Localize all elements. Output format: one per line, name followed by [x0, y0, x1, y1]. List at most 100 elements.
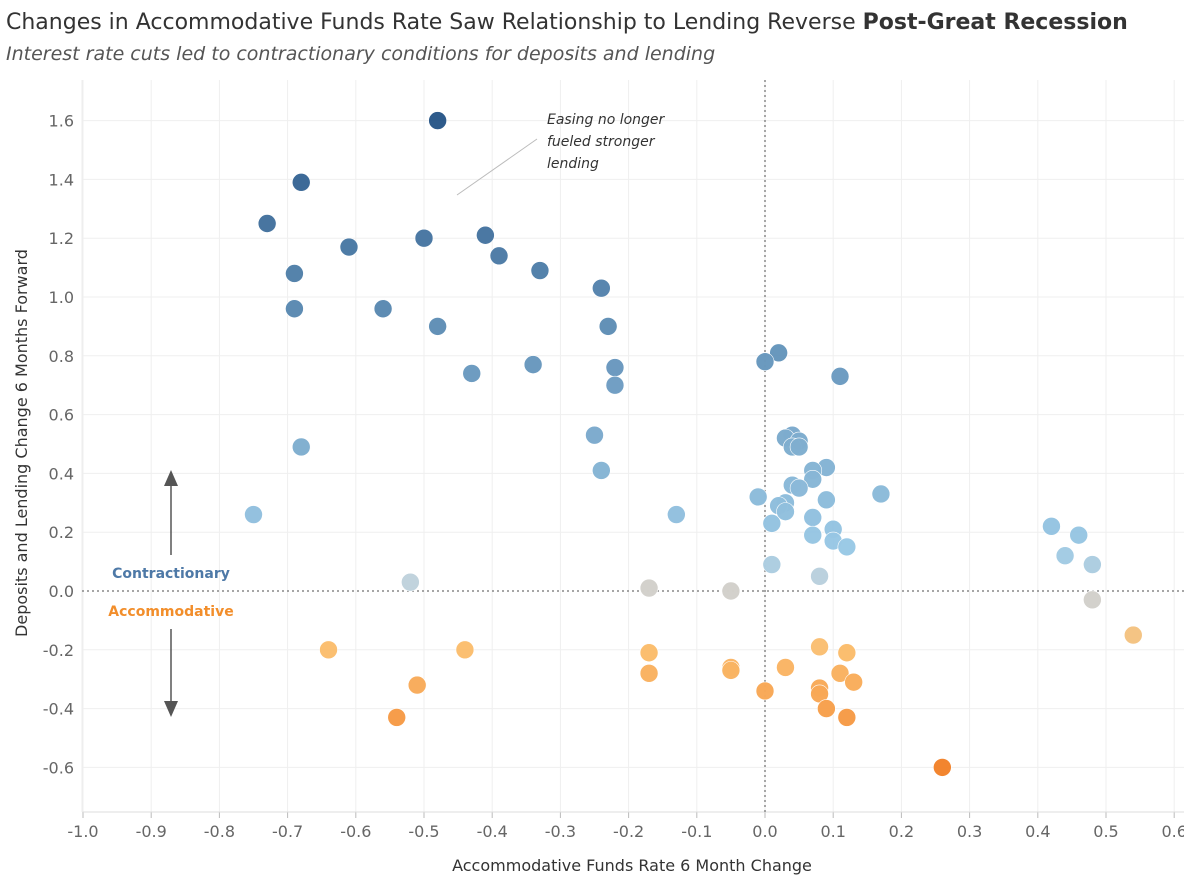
scatter-point[interactable]	[639, 643, 659, 663]
scatter-point[interactable]	[414, 228, 434, 248]
scatter-point[interactable]	[291, 173, 311, 192]
scatter-point[interactable]	[319, 640, 338, 660]
scatter-point[interactable]	[755, 681, 775, 701]
scatter-point[interactable]	[803, 508, 823, 527]
scatter-point[interactable]	[530, 261, 550, 280]
scatter-point[interactable]	[373, 299, 393, 319]
scatter-point[interactable]	[339, 237, 359, 257]
scatter-point[interactable]	[1055, 546, 1075, 566]
y-tick-label: 0.8	[49, 347, 74, 366]
scatter-point[interactable]	[803, 469, 823, 489]
scatter-point[interactable]	[789, 437, 809, 457]
scatter-point[interactable]	[844, 672, 863, 692]
scatter-point[interactable]	[257, 214, 277, 233]
scatter-point[interactable]	[592, 278, 611, 298]
scatter-point[interactable]	[387, 708, 407, 727]
scatter-point[interactable]	[244, 505, 263, 524]
scatter-point[interactable]	[810, 566, 829, 586]
x-tick-label: -0.9	[136, 822, 167, 841]
chart-title: Changes in Accommodative Funds Rate Saw …	[6, 10, 1128, 35]
scatter-point[interactable]	[762, 514, 782, 533]
scatter-point[interactable]	[721, 581, 741, 601]
scatter-point[interactable]	[1123, 625, 1143, 645]
scatter-point[interactable]	[462, 364, 482, 383]
scatter-point[interactable]	[721, 661, 741, 680]
scatter-point[interactable]	[817, 490, 836, 510]
scatter-point[interactable]	[639, 664, 659, 683]
scatter-point[interactable]	[598, 317, 618, 336]
scatter-point[interactable]	[810, 637, 829, 657]
y-tick-label: 0.4	[49, 464, 74, 483]
scatter-point[interactable]	[803, 525, 823, 545]
scatter-point[interactable]	[776, 658, 795, 677]
scatter-point[interactable]	[639, 578, 659, 598]
down-arrow-icon	[164, 701, 178, 717]
title-main-text: Changes in Accommodative Funds Rate Saw …	[6, 10, 863, 35]
scatter-point[interactable]	[830, 367, 850, 386]
y-axis-title: Deposits and Lending Change 6 Months For…	[12, 249, 31, 637]
axes: -1.0 -0.9 -0.8 -0.7 -0.6 -0.5 -0.4 -0.3 -0.2 -0.1…	[12, 80, 1184, 875]
scatter-point[interactable]	[776, 502, 795, 521]
scatter-point[interactable]	[837, 708, 857, 727]
x-tick-label: 0.1	[820, 822, 845, 841]
easing-annotation-line: fueled stronger	[547, 134, 656, 150]
scatter-point[interactable]	[1083, 555, 1102, 574]
scatter-point[interactable]	[455, 640, 475, 660]
x-tick-label: -0.3	[545, 822, 576, 841]
scatter-point[interactable]	[1042, 517, 1061, 536]
x-tick-label: -0.6	[340, 822, 371, 841]
x-tick-label: -0.1	[681, 822, 712, 841]
x-tick-label: -0.2	[613, 822, 644, 841]
y-tick-label: 0.6	[49, 406, 74, 425]
x-tick-label: -0.5	[408, 822, 439, 841]
y-tick-label: -0.2	[43, 641, 74, 660]
scatter-point[interactable]	[817, 699, 836, 718]
scatter-point[interactable]	[830, 664, 850, 683]
easing-annotation-line: Easing no longer	[547, 112, 666, 128]
scatter-point[interactable]	[489, 246, 509, 266]
scatter-point[interactable]	[476, 225, 495, 245]
x-tick-label: -0.8	[204, 822, 235, 841]
scatter-point[interactable]	[769, 343, 788, 363]
x-tick-label: -0.7	[272, 822, 303, 841]
scatter-point[interactable]	[667, 505, 686, 524]
reference-lines	[82, 80, 1184, 812]
x-tick-label: 0.2	[889, 822, 914, 841]
y-tick-label: 1.2	[49, 229, 74, 248]
scatter-point[interactable]	[407, 675, 427, 695]
up-arrow-icon	[164, 470, 178, 486]
scatter-point[interactable]	[428, 111, 447, 130]
scatter-point[interactable]	[585, 425, 604, 445]
gridlines	[82, 80, 1184, 812]
scatter-point[interactable]	[748, 487, 768, 507]
scatter-point[interactable]	[837, 643, 857, 663]
scatter-point[interactable]	[605, 375, 625, 395]
scatter-point[interactable]	[837, 537, 857, 557]
scatter-point[interactable]	[285, 299, 304, 319]
scatter-point[interactable]	[789, 478, 809, 498]
x-tick-label: 0.6	[1161, 822, 1184, 841]
x-axis-title: Accommodative Funds Rate 6 Month Change	[452, 856, 812, 875]
scatter-point[interactable]	[933, 758, 952, 777]
scatter-point[interactable]	[401, 572, 420, 592]
scatter-point[interactable]	[871, 484, 891, 504]
x-tick-label: -0.4	[477, 822, 508, 841]
scatter-point[interactable]	[1069, 525, 1089, 545]
scatter-point[interactable]	[605, 358, 625, 377]
x-tick-label: 0.5	[1093, 822, 1118, 841]
y-tick-label: 0.2	[49, 523, 74, 542]
scatter-point[interactable]	[592, 461, 611, 480]
annotation-leader-line	[456, 138, 538, 196]
scatter-point[interactable]	[755, 352, 775, 371]
scatter-point[interactable]	[285, 264, 304, 283]
scatter-point[interactable]	[523, 355, 543, 374]
y-tick-label: 0.0	[49, 582, 74, 601]
scatter-point[interactable]	[762, 555, 782, 574]
scatter-point[interactable]	[428, 317, 447, 336]
data-points	[244, 111, 1143, 777]
scatter-point[interactable]	[1083, 590, 1102, 610]
y-tick-label: -0.4	[43, 700, 74, 719]
x-tick-label: -1.0	[67, 822, 98, 841]
y-tick-label: 1.4	[49, 170, 74, 189]
scatter-point[interactable]	[291, 437, 311, 457]
